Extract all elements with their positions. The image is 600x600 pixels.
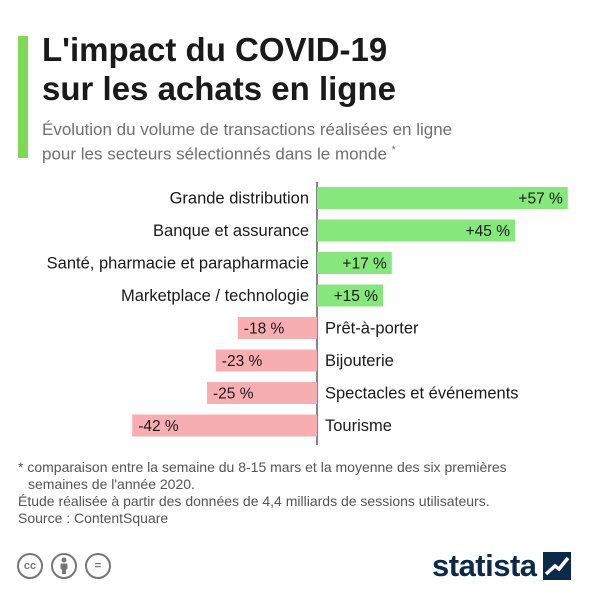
category-label-7: Tourisme bbox=[325, 417, 392, 435]
bar-5 bbox=[215, 349, 317, 372]
title-line-1: L'impact du COVID-19 bbox=[42, 31, 388, 68]
bar-0 bbox=[317, 187, 568, 209]
value-label-4: -18 % bbox=[244, 321, 285, 338]
category-label-2: Santé, pharmacie et parapharmacie bbox=[47, 255, 309, 273]
value-label-1: +45 % bbox=[466, 223, 511, 240]
bar-chart: +57 % Grande distribution +45 % Banque et a… bbox=[47, 182, 568, 445]
title-accent-bar bbox=[18, 36, 28, 158]
bar-2 bbox=[317, 252, 392, 274]
category-label-4: Prêt-à-porter bbox=[325, 320, 419, 338]
footnote-line-3: Étude réalisée à partir des données de 4… bbox=[18, 493, 490, 509]
chart-subtitle: Évolution du volume de transactions réal… bbox=[42, 119, 582, 165]
category-label-0: Grande distribution bbox=[170, 190, 309, 208]
subtitle-line-1: Évolution du volume de transactions réal… bbox=[42, 120, 453, 139]
value-label-6: -25 % bbox=[213, 386, 254, 403]
category-label-5: Bijouterie bbox=[325, 352, 394, 370]
bar-3 bbox=[317, 284, 383, 307]
creative-commons-icon[interactable]: cc bbox=[17, 553, 43, 579]
footnote-line-2: semaines de l'année 2020. bbox=[28, 476, 195, 492]
category-label-3: Marketplace / technologie bbox=[121, 287, 309, 305]
source-line: Source : ContentSquare bbox=[18, 510, 169, 526]
footnotes: * comparaison entre la semaine du 8-15 m… bbox=[18, 459, 578, 527]
attribution-icon[interactable] bbox=[51, 553, 77, 579]
subtitle-line-2-text: pour les secteurs sélectionnés dans le m… bbox=[42, 144, 387, 164]
value-label-3: +15 % bbox=[334, 288, 379, 305]
title-line-2: sur les achats en ligne bbox=[42, 70, 396, 107]
category-label-6: Spectacles et événements bbox=[325, 385, 519, 403]
license-icons: cc = bbox=[17, 553, 111, 579]
value-label-2: +17 % bbox=[342, 256, 387, 273]
bar-6 bbox=[207, 382, 317, 404]
value-label-7: -42 % bbox=[138, 418, 179, 435]
bar-7 bbox=[132, 414, 317, 437]
bar-1 bbox=[317, 219, 515, 242]
category-label-1: Banque et assurance bbox=[153, 222, 309, 240]
statista-logo[interactable]: statista bbox=[432, 548, 571, 584]
value-label-5: -23 % bbox=[222, 353, 263, 370]
statista-wordmark: statista bbox=[432, 548, 537, 583]
value-label-0: +57 % bbox=[518, 191, 563, 208]
subtitle-line-2: pour les secteurs sélectionnés dans le m… bbox=[42, 140, 582, 165]
no-derivatives-icon[interactable]: = bbox=[85, 553, 111, 579]
subtitle-footnote-mark: * bbox=[391, 144, 396, 156]
statista-logo-icon bbox=[542, 552, 571, 580]
bar-4 bbox=[237, 317, 317, 339]
footnote-line-1: * comparaison entre la semaine du 8-15 m… bbox=[18, 459, 507, 475]
chart-title: L'impact du COVID-19 sur les achats en l… bbox=[42, 30, 582, 108]
